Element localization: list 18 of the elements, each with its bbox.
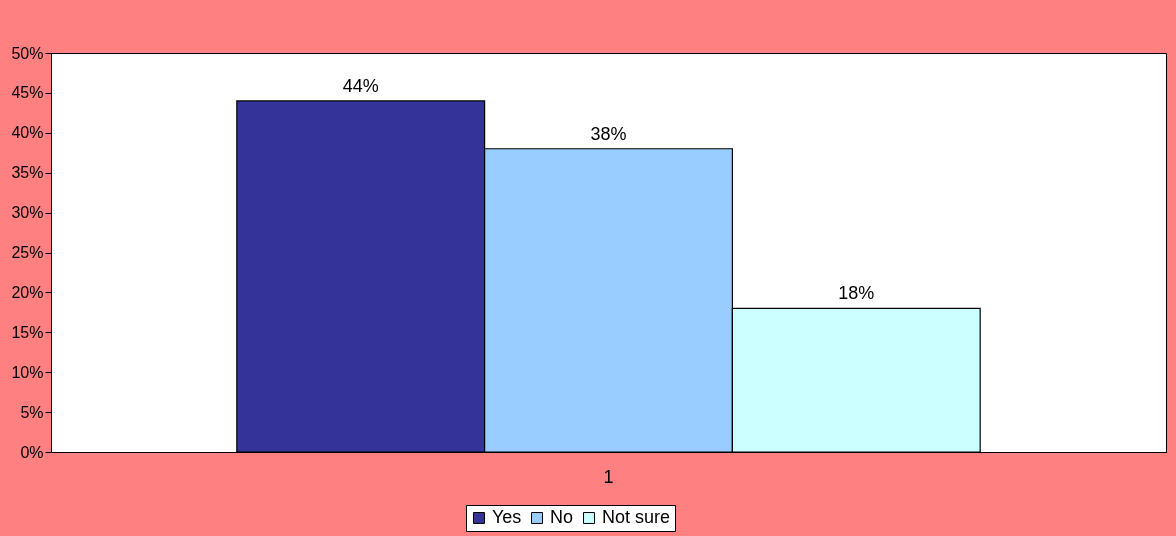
y-tick-label: 25% [11,244,44,261]
y-tick-label: 20% [11,283,44,301]
y-tick-label: 5% [20,403,44,421]
y-tick-label: 30% [11,204,44,222]
data-label: 18% [838,283,875,304]
y-tick-label: 35% [11,164,44,182]
y-tick-label: 50% [11,44,44,62]
legend-label: Yes [492,507,522,527]
legend-label: Not sure [602,507,671,527]
y-tick-label: 40% [11,124,44,142]
y-tick-label: 15% [11,323,44,341]
data-label: 44% [342,75,379,96]
data-label: 38% [590,123,627,144]
y-tick-label: 0% [20,443,44,461]
y-tick-label: 45% [11,84,44,102]
legend-label: No [550,507,574,527]
y-tick-label: 10% [11,363,44,381]
x-tick-label: 1 [603,466,614,487]
